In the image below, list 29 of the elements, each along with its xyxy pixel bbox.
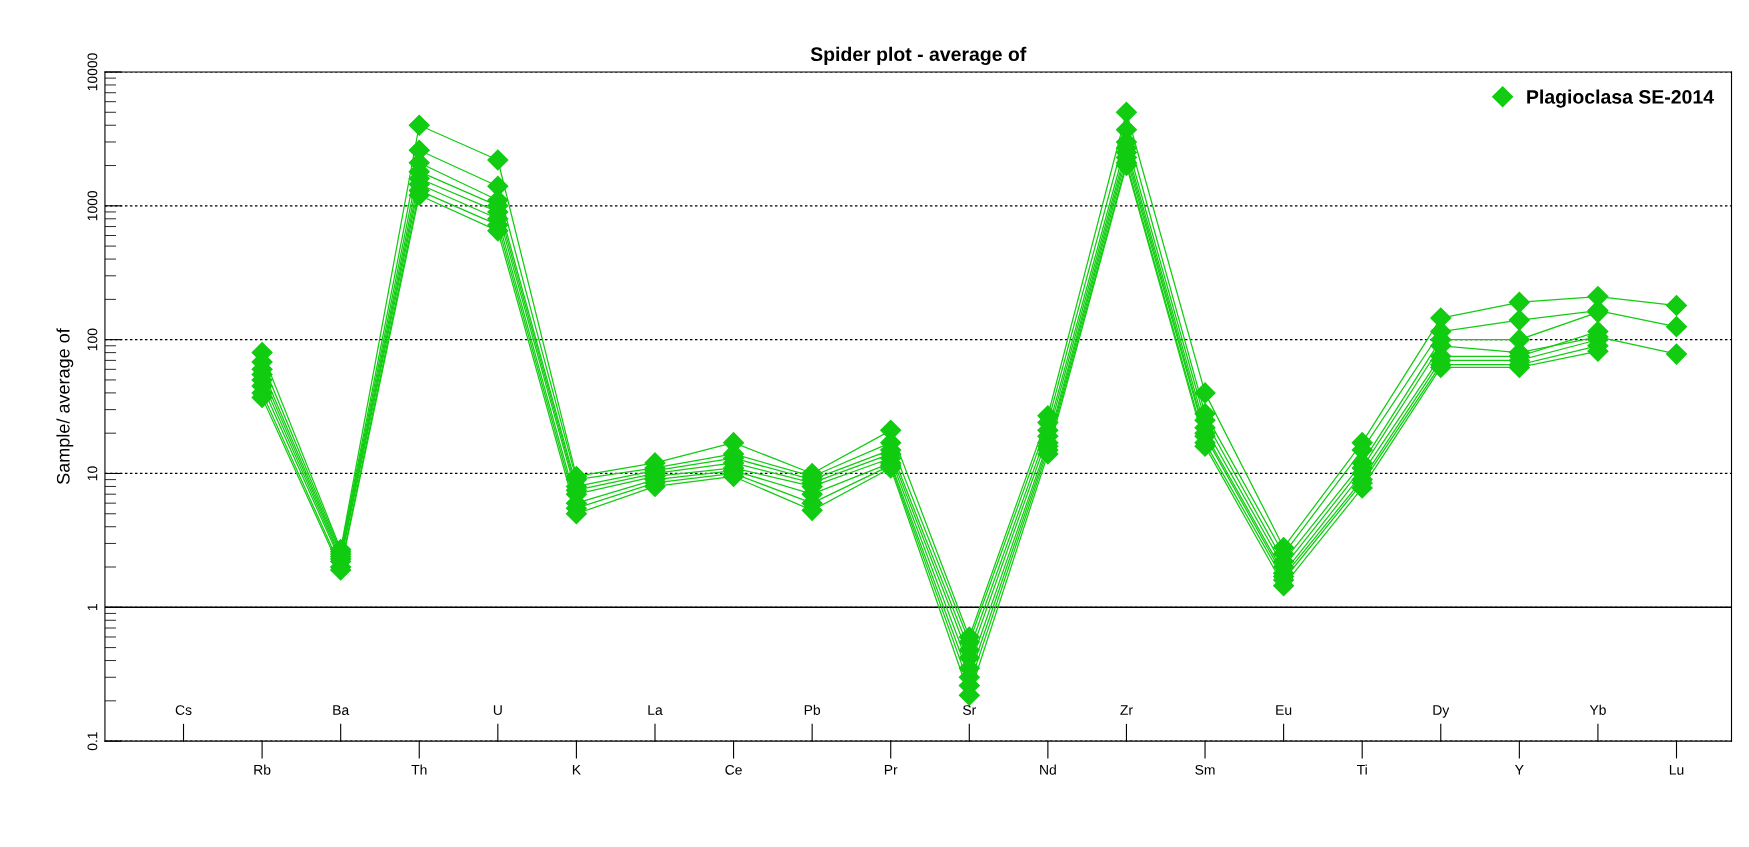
- x-tick-label: Th: [411, 764, 427, 775]
- chart-title: Spider plot - average of: [810, 46, 1027, 65]
- x-tick-label: Zr: [1120, 705, 1133, 715]
- y-tick-label: 100: [87, 328, 98, 351]
- x-tick-label: Ba: [333, 705, 350, 715]
- x-tick-label: Lu: [1669, 765, 1684, 775]
- x-tick-label: K: [572, 765, 581, 775]
- x-tick-label: Eu: [1276, 705, 1292, 715]
- x-tick-label: Ce: [725, 764, 742, 775]
- x-tick-label: Sr: [962, 705, 977, 715]
- y-tick-label: 10000: [87, 53, 98, 91]
- y-tick-label: 1000: [87, 190, 98, 221]
- x-tick-label: Dy: [1433, 705, 1450, 718]
- x-tick-label: Nd: [1040, 764, 1056, 775]
- x-tick-label: Pr: [884, 765, 898, 775]
- x-tick-label: Sm: [1195, 764, 1215, 775]
- x-tick-label: Y: [1515, 765, 1524, 775]
- x-tick-label: La: [648, 705, 663, 715]
- x-tick-label: Yb: [1589, 704, 1606, 715]
- y-tick-label: 10: [87, 466, 98, 481]
- x-tick-label: Cs: [175, 705, 192, 715]
- y-tick-label: 1: [87, 604, 98, 611]
- legend-label: Plagioclasa SE-2014: [1527, 89, 1714, 108]
- x-tick-label: U: [493, 705, 502, 715]
- y-tick-label: 0.1: [87, 732, 98, 751]
- x-tick-label: Ti: [1356, 764, 1367, 775]
- x-tick-label: Pb: [804, 704, 821, 715]
- x-tick-label: Rb: [254, 764, 271, 775]
- y-axis-title: Sample/ average of: [56, 328, 74, 485]
